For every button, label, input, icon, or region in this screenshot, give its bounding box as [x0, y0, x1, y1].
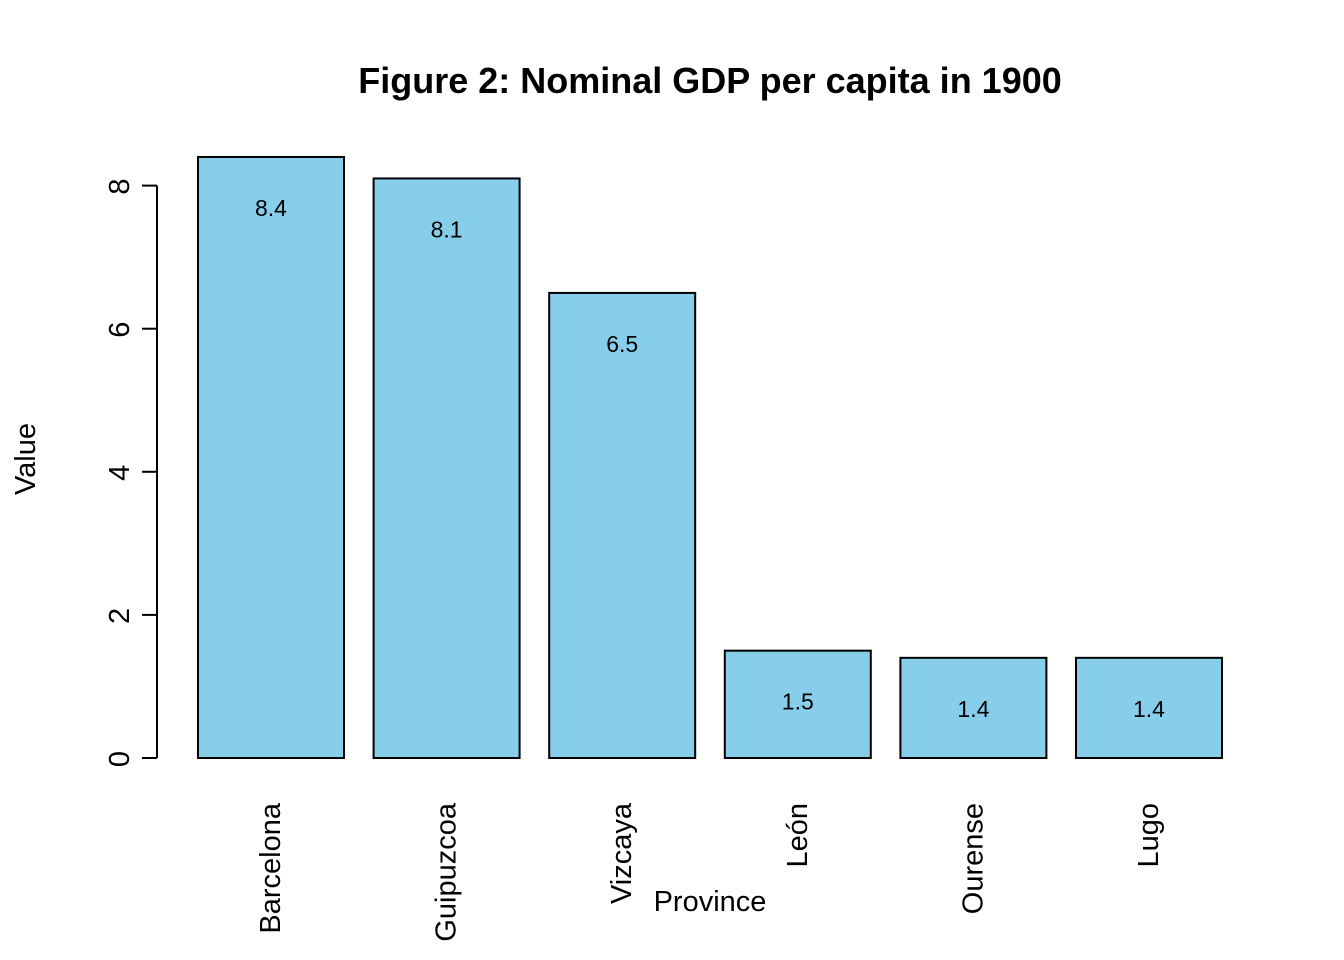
- bar-1: [372, 177, 521, 759]
- y-axis: 0 2 4 6 8: [104, 179, 158, 767]
- y-tick-label: 4: [104, 465, 136, 481]
- data-label: 1.4: [1133, 696, 1165, 722]
- bar-5: [1075, 656, 1223, 760]
- bars-group: [197, 155, 1223, 760]
- y-axis-title: Value: [10, 423, 42, 495]
- x-tick-label: Barcelona: [255, 802, 287, 933]
- data-labels-group: 8.4 8.1 6.5 1.5 1.4 1.4: [255, 195, 1165, 722]
- chart-title: Figure 2: Nominal GDP per capita in 1900: [358, 60, 1062, 101]
- bar-0: [197, 155, 345, 760]
- y-tick-label: 8: [104, 179, 136, 195]
- data-label: 8.1: [431, 216, 463, 242]
- y-tick-label: 2: [104, 608, 136, 624]
- bar-2: [548, 291, 697, 759]
- x-axis-labels-group: Barcelona Guipuzcoa Vizcaya León Ourense Lugo: [255, 802, 1165, 942]
- bar-3: [723, 649, 872, 759]
- data-label: 8.4: [255, 195, 287, 221]
- x-axis-title: Province: [654, 886, 767, 918]
- x-tick-label: León: [782, 803, 814, 868]
- data-label: 6.5: [606, 331, 638, 357]
- data-label: 1.5: [782, 689, 814, 715]
- data-label: 1.4: [957, 696, 989, 722]
- x-tick-label: Lugo: [1133, 803, 1165, 868]
- x-tick-label: Ourense: [957, 803, 989, 914]
- y-tick-label: 0: [104, 751, 136, 767]
- bar-4: [899, 656, 1048, 760]
- x-tick-label: Guipuzcoa: [431, 802, 463, 942]
- y-tick-label: 6: [104, 322, 136, 338]
- x-tick-label: Vizcaya: [606, 802, 638, 904]
